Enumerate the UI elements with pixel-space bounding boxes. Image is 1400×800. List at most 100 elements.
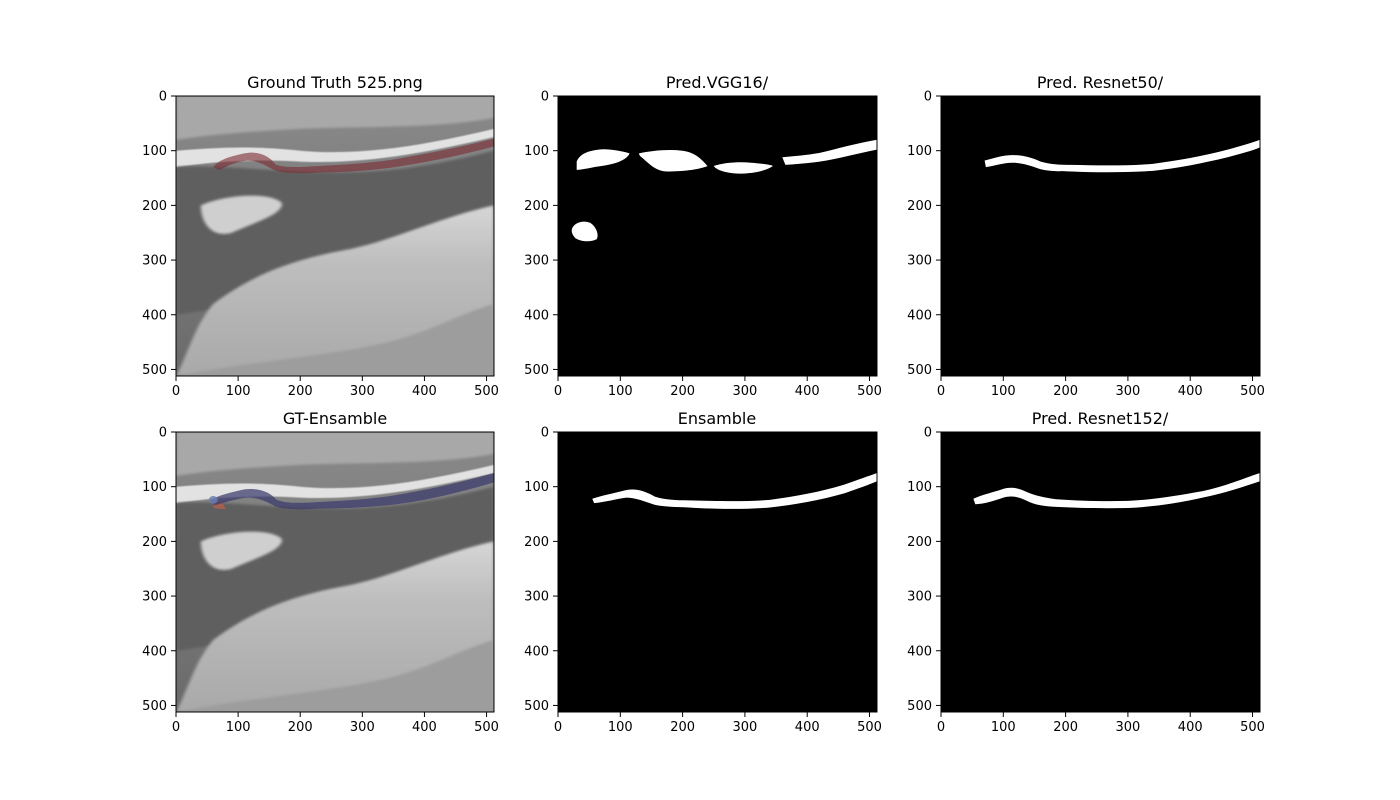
mask-background — [941, 432, 1260, 712]
y-tick-label: 100 — [142, 480, 167, 495]
y-tick-label: 400 — [524, 308, 549, 323]
x-tick-label: 0 — [172, 720, 180, 735]
y-tick-label: 200 — [142, 199, 167, 214]
x-tick-label: 100 — [226, 720, 251, 735]
x-tick-label: 400 — [1178, 384, 1203, 399]
y-tick-label: 100 — [907, 144, 932, 159]
panel-ensamble: Ensamble 0 0 100 100 200 200 300 300 400 400 500 50… — [524, 409, 882, 735]
y-tick-label: 200 — [907, 535, 932, 550]
y-tick-label: 500 — [907, 699, 932, 714]
panel-title: Ensamble — [678, 409, 756, 428]
y-tick-label: 400 — [907, 308, 932, 323]
x-tick-label: 0 — [937, 384, 945, 399]
x-tick-label: 500 — [1240, 720, 1265, 735]
x-tick-label: 100 — [991, 384, 1016, 399]
mask-segment — [592, 473, 877, 509]
x-tick-label: 100 — [226, 384, 251, 399]
y-tick-label: 500 — [907, 363, 932, 378]
ultrasound-image — [176, 96, 494, 376]
y-tick-label: 0 — [159, 90, 167, 105]
y-tick-label: 100 — [524, 144, 549, 159]
x-tick-label: 200 — [1053, 720, 1078, 735]
y-tick-label: 500 — [142, 363, 167, 378]
x-tick-label: 300 — [1116, 720, 1141, 735]
x-tick-label: 400 — [412, 720, 437, 735]
x-tick-label: 200 — [670, 720, 695, 735]
x-tick-label: 0 — [172, 384, 180, 399]
ensemble-start-marker — [208, 495, 218, 504]
y-tick-label: 0 — [159, 426, 167, 441]
axes-frame — [557, 431, 878, 713]
x-tick-label: 400 — [1178, 720, 1203, 735]
panel-pred-vgg16: Pred.VGG16/ 0 0 100 100 200 200 300 300 400 400 50… — [524, 73, 882, 399]
y-tick-label: 0 — [541, 90, 549, 105]
y-tick-label: 400 — [524, 644, 549, 659]
x-tick-label: 100 — [608, 384, 633, 399]
y-tick-label: 300 — [907, 254, 932, 269]
x-tick-label: 400 — [412, 384, 437, 399]
axes-frame — [557, 95, 878, 377]
y-tick-label: 400 — [907, 644, 932, 659]
y-tick-label: 400 — [142, 308, 167, 323]
ground-truth-overlay — [213, 138, 494, 174]
mask-blob — [713, 162, 773, 174]
y-tick-label: 500 — [142, 699, 167, 714]
y-tick-label: 200 — [907, 199, 932, 214]
x-tick-label: 500 — [857, 384, 882, 399]
x-tick-label: 100 — [608, 720, 633, 735]
mask-segment — [973, 473, 1260, 509]
x-tick-label: 200 — [288, 384, 313, 399]
panel-ground-truth: Ground Truth 525.png 0 0 100 100 200 200 300 30… — [142, 73, 499, 399]
axes-frame — [940, 95, 1261, 377]
mask-blob — [782, 139, 877, 165]
y-tick-label: 500 — [524, 363, 549, 378]
y-tick-label: 300 — [907, 590, 932, 605]
mask-blob — [638, 150, 708, 172]
mask-background — [941, 96, 1260, 376]
y-tick-label: 100 — [142, 144, 167, 159]
panel-title: GT-Ensamble — [283, 409, 387, 428]
panel-title: Pred. Resnet50/ — [1037, 73, 1164, 92]
x-tick-label: 0 — [554, 384, 562, 399]
y-tick-label: 400 — [142, 644, 167, 659]
ultrasound-image — [176, 432, 494, 712]
y-tick-label: 200 — [142, 535, 167, 550]
y-tick-label: 200 — [524, 199, 549, 214]
panel-title: Pred.VGG16/ — [666, 73, 769, 92]
y-tick-label: 0 — [541, 426, 549, 441]
x-tick-label: 400 — [795, 720, 820, 735]
ensemble-overlay — [210, 473, 494, 510]
x-tick-label: 300 — [733, 384, 758, 399]
x-tick-label: 300 — [1116, 384, 1141, 399]
x-tick-label: 500 — [1240, 384, 1265, 399]
mask-background — [558, 432, 877, 712]
panel-title: Pred. Resnet152/ — [1032, 409, 1169, 428]
y-tick-label: 500 — [524, 699, 549, 714]
axes-frame — [175, 431, 495, 713]
x-tick-label: 200 — [670, 384, 695, 399]
y-tick-label: 300 — [142, 254, 167, 269]
y-tick-label: 100 — [907, 480, 932, 495]
x-tick-label: 300 — [733, 720, 758, 735]
y-tick-label: 0 — [924, 426, 932, 441]
x-tick-label: 0 — [554, 720, 562, 735]
y-tick-label: 0 — [924, 90, 932, 105]
x-tick-label: 0 — [937, 720, 945, 735]
y-tick-label: 300 — [142, 590, 167, 605]
x-tick-label: 100 — [991, 720, 1016, 735]
axes-frame — [940, 431, 1261, 713]
x-tick-label: 200 — [1053, 384, 1078, 399]
axes-frame — [175, 95, 495, 377]
y-tick-label: 300 — [524, 590, 549, 605]
y-tick-label: 300 — [524, 254, 549, 269]
x-tick-label: 500 — [857, 720, 882, 735]
panel-pred-resnet50: Pred. Resnet50/ 0 0 100 100 200 200 300 300 400 4… — [907, 73, 1265, 399]
mask-blob — [571, 221, 598, 242]
x-tick-label: 500 — [474, 384, 499, 399]
y-tick-label: 200 — [524, 535, 549, 550]
panel-title: Ground Truth 525.png — [247, 73, 423, 92]
x-tick-label: 400 — [795, 384, 820, 399]
panel-pred-resnet152: Pred. Resnet152/ 0 0 100 100 200 200 300 300 400… — [907, 409, 1265, 735]
mask-background — [558, 96, 877, 376]
